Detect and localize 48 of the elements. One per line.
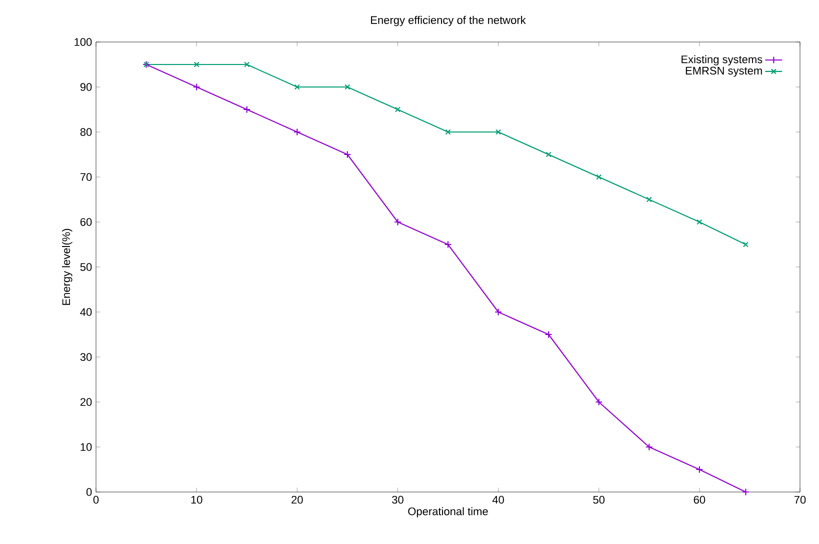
legend-label: EMRSN system — [686, 66, 762, 77]
point — [646, 196, 652, 202]
point — [595, 398, 603, 406]
y-tick-label: 70 — [80, 173, 92, 181]
point — [742, 242, 749, 248]
y-tick-label: 90 — [80, 83, 92, 91]
x-tick-label: 50 — [593, 496, 605, 504]
y-tick-label: 10 — [80, 443, 92, 451]
point — [444, 240, 452, 248]
y-tick-label: 20 — [80, 398, 92, 406]
point — [544, 330, 552, 338]
point — [696, 466, 704, 474]
legend-label: Existing systems — [682, 55, 762, 66]
y-tick-label: 30 — [80, 353, 92, 361]
point — [344, 84, 350, 90]
chart-title: Energy efficiency of the network — [371, 16, 526, 26]
x-tick-label: 70 — [794, 496, 806, 504]
point — [194, 62, 200, 68]
point — [294, 84, 300, 90]
y-tick-label: 60 — [80, 218, 92, 226]
x-tick-label: 60 — [694, 496, 706, 504]
point — [244, 62, 250, 68]
x-tick-label: 0 — [93, 496, 99, 504]
x-tick-label: 10 — [191, 496, 202, 504]
point — [344, 150, 352, 158]
point — [546, 152, 552, 158]
point — [494, 308, 502, 316]
x-tick-label: 30 — [392, 496, 404, 504]
y-axis-title: Energy level(%) — [62, 228, 72, 305]
x-tick-label: 20 — [292, 496, 303, 504]
y-tick-label: 50 — [80, 263, 92, 271]
point — [394, 106, 401, 112]
point — [696, 219, 702, 225]
point — [495, 129, 502, 135]
point — [293, 128, 301, 136]
point — [596, 174, 602, 180]
point — [394, 218, 402, 226]
point — [742, 488, 750, 496]
y-tick-label: 0 — [86, 488, 92, 496]
point — [243, 106, 251, 114]
point — [645, 443, 653, 451]
point — [445, 129, 451, 135]
point — [192, 83, 200, 91]
y-tick-label: 100 — [74, 38, 92, 46]
y-tick-label: 80 — [80, 128, 92, 136]
x-axis-title: Operational time — [408, 507, 488, 518]
x-tick-label: 40 — [492, 496, 504, 504]
y-tick-label: 40 — [80, 308, 92, 316]
